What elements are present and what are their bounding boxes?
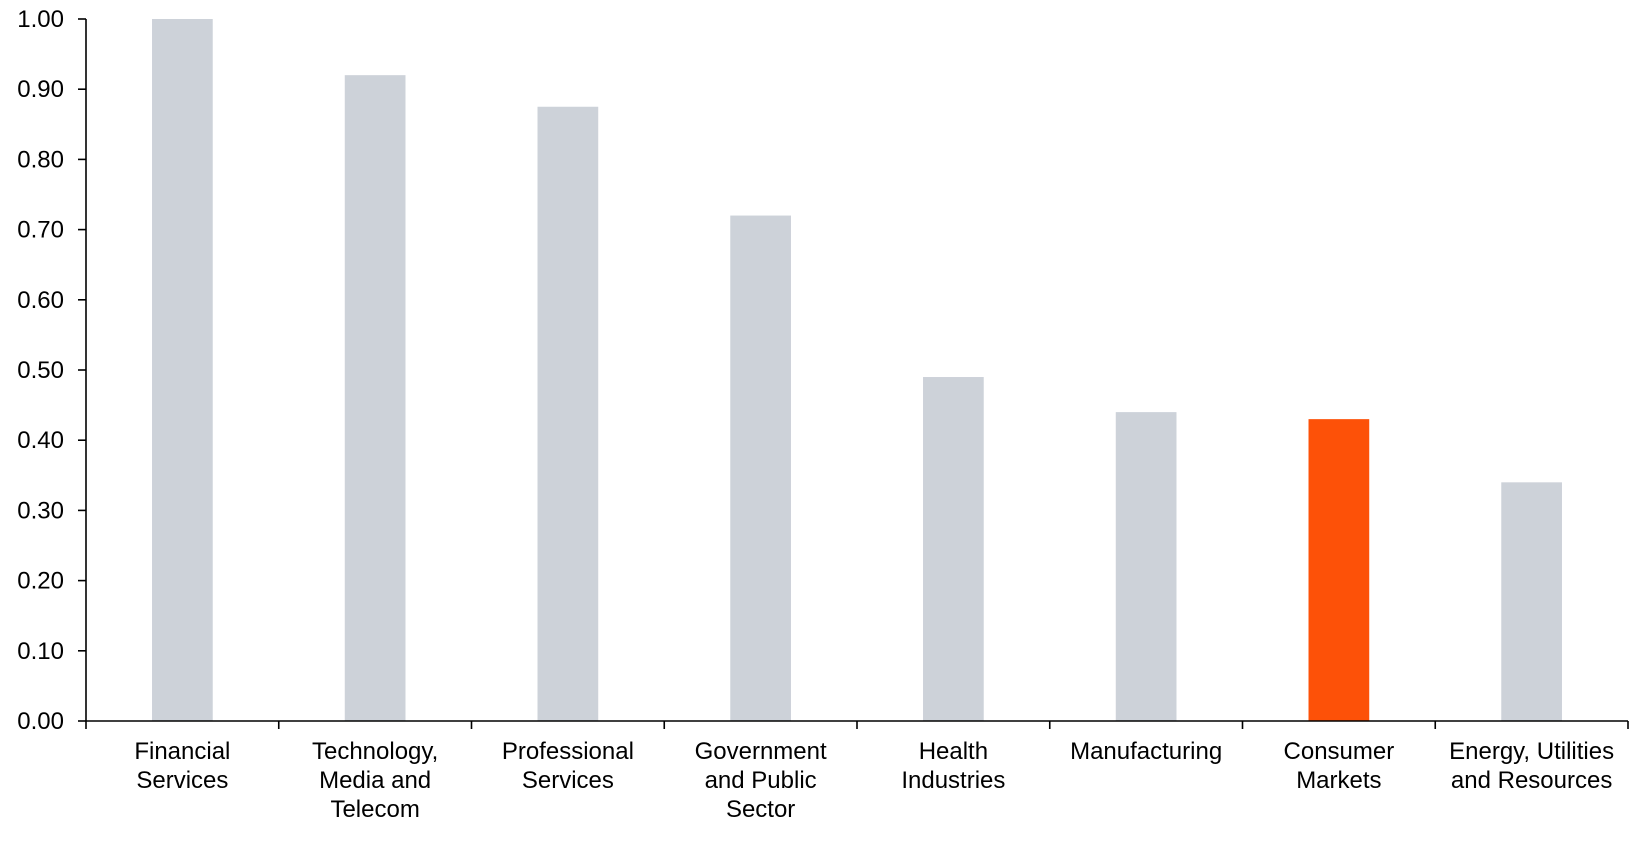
category-label: Manufacturing	[1070, 738, 1222, 765]
category-label-line: Health	[919, 738, 988, 765]
category-label-line: and Public	[705, 767, 817, 794]
category-label-line: Sector	[726, 796, 795, 823]
category-label-line: and Resources	[1451, 767, 1612, 794]
category-label-line: Industries	[901, 767, 1005, 794]
category-label-line: Professional	[502, 738, 634, 765]
y-tick-label: 0.50	[17, 357, 64, 384]
category-label: Consumer Markets	[1284, 738, 1395, 794]
y-tick-label: 0.10	[17, 638, 64, 665]
category-label-line: Consumer	[1284, 738, 1395, 765]
bars	[152, 19, 1562, 721]
category-label-line: Services	[522, 767, 614, 794]
category-label-line: Markets	[1296, 767, 1381, 794]
y-tick-label: 0.00	[17, 708, 64, 735]
category-label: Health Industries	[901, 738, 1005, 794]
bar	[537, 106, 599, 721]
y-tick-label: 0.70	[17, 217, 64, 244]
bar	[923, 377, 984, 721]
bar	[1115, 412, 1177, 721]
category-label-line: Technology,	[312, 738, 438, 765]
y-tick-label: 1.00	[17, 6, 64, 33]
y-tick-label: 0.80	[17, 146, 64, 173]
bar	[152, 19, 213, 721]
category-label: Professional Services	[502, 738, 634, 794]
category-label-line: Services	[136, 767, 228, 794]
y-tick-label: 0.20	[17, 568, 64, 595]
category-label-line: Manufacturing	[1070, 738, 1222, 765]
y-tick-label: 0.60	[17, 287, 64, 314]
bar	[1501, 482, 1562, 721]
category-label-line: Energy, Utilities	[1449, 738, 1614, 765]
category-label-line: Media and	[319, 767, 431, 794]
category-label: Technology, Media and Telecom	[312, 738, 438, 823]
category-label: Government and Public Sector	[695, 738, 827, 823]
x-axis-ticks	[85, 721, 1629, 729]
category-label-line: Government	[695, 738, 827, 765]
bar	[344, 75, 406, 721]
category-label: Energy, Utilities and Resources	[1449, 738, 1614, 794]
y-tick-label: 0.30	[17, 497, 64, 524]
category-label-line: Financial	[134, 738, 230, 765]
bar	[730, 215, 791, 721]
y-tick-label: 0.40	[17, 427, 64, 454]
category-label: Financial Services	[134, 738, 230, 794]
y-tick-label: 0.90	[17, 76, 64, 103]
y-axis-ticks: 0.00 0.10 0.20 0.30 0.40 0.50 0.60 0.70 0.80 0.90…	[17, 6, 86, 735]
category-label-line: Telecom	[330, 796, 419, 823]
bar	[1308, 419, 1370, 721]
